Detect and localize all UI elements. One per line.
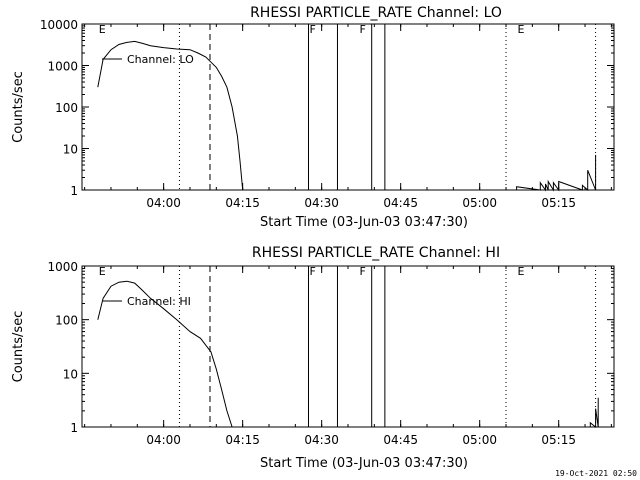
x-axis-label: Start Time (03-Jun-03 03:47:30) <box>260 456 468 471</box>
x-tick-label: 04:45 <box>383 196 418 210</box>
late-burst-line <box>589 397 599 429</box>
flag-label: E <box>99 265 106 278</box>
y-axis-label: Counts/sec <box>11 311 26 383</box>
plot-frame <box>81 265 615 428</box>
y-tick-label: 100 <box>55 101 78 115</box>
flag-label: F <box>309 23 315 36</box>
flag-label: F <box>309 265 315 278</box>
footer-timestamp: 19-Oct-2021 02:50 <box>555 469 637 478</box>
flag-label: E <box>518 265 525 278</box>
y-tick-label: 1 <box>70 184 78 198</box>
x-tick-label: 04:45 <box>383 433 418 447</box>
flag-label: F <box>360 23 366 36</box>
series-line <box>97 280 233 428</box>
y-tick-label: 10 <box>63 143 78 157</box>
y-tick-label: 1000 <box>47 260 78 274</box>
late-burst-line <box>516 154 597 192</box>
x-tick-label: 04:30 <box>304 433 339 447</box>
x-tick-label: 05:15 <box>541 433 576 447</box>
flag-label: E <box>518 23 525 36</box>
y-axis-label: Counts/sec <box>11 71 26 143</box>
x-tick-label: 04:00 <box>146 196 181 210</box>
y-tick-label: 100 <box>55 314 78 328</box>
flag-label: F <box>360 265 366 278</box>
panel-hi: RHESSI PARTICLE_RATE Channel: HI Start Ti… <box>11 245 615 471</box>
flag-label: E <box>99 23 106 36</box>
x-tick-label: 04:00 <box>146 433 181 447</box>
panel-lo: RHESSI PARTICLE_RATE Channel: LO Start Ti… <box>11 5 615 230</box>
y-tick-label: 10 <box>63 367 78 381</box>
x-axis-label: Start Time (03-Jun-03 03:47:30) <box>260 215 468 230</box>
x-tick-label: 04:15 <box>225 196 260 210</box>
y-tick-label: 1000 <box>47 60 78 74</box>
x-tick-label: 04:15 <box>225 433 260 447</box>
x-tick-label: 05:00 <box>462 433 497 447</box>
legend-label: Channel: HI <box>127 295 191 308</box>
legend-label: Channel: LO <box>127 53 194 66</box>
y-tick-label: 10000 <box>40 18 78 32</box>
x-tick-label: 04:30 <box>304 196 339 210</box>
y-tick-label: 1 <box>70 421 78 435</box>
chart-title: RHESSI PARTICLE_RATE Channel: HI <box>252 245 500 261</box>
chart-title: RHESSI PARTICLE_RATE Channel: LO <box>250 5 502 21</box>
series-line <box>97 40 244 191</box>
plot-frame <box>81 23 615 191</box>
x-tick-label: 05:15 <box>541 196 576 210</box>
x-tick-label: 05:00 <box>462 196 497 210</box>
